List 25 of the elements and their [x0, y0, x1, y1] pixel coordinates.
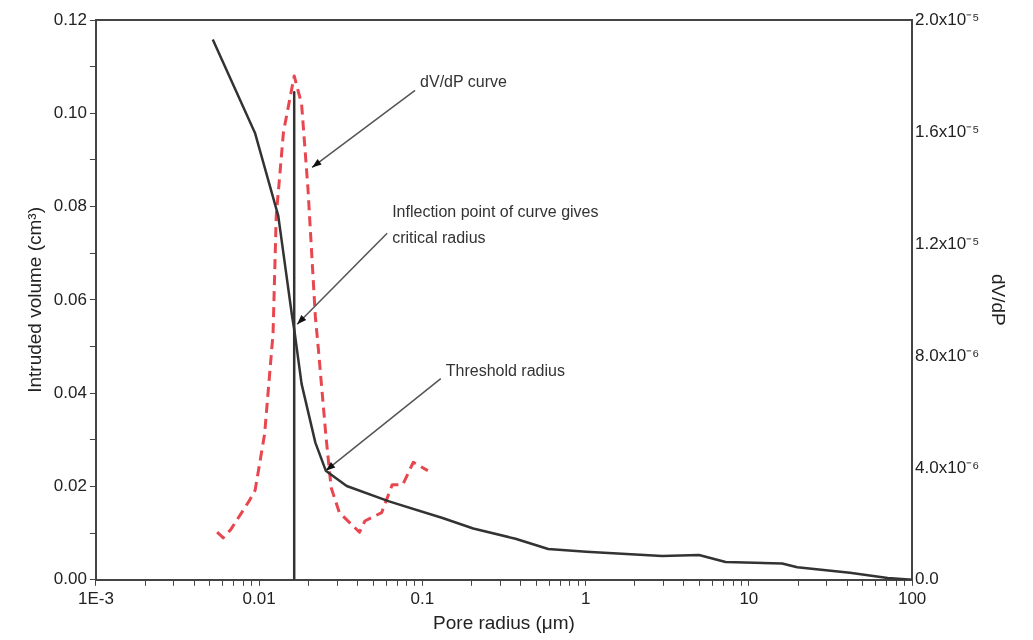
- x-tick-label: 1: [580, 588, 591, 608]
- y2-tick-label: 1.2x10⁻⁵: [915, 233, 980, 253]
- y2-axis-title: dV/dP: [988, 274, 1010, 326]
- y-tick-label: 0.00: [53, 569, 87, 589]
- y2-tick-label: 0.0: [915, 569, 939, 589]
- x-tick-label: 1E-3: [77, 588, 114, 608]
- y2-tick-label: 1.6x10⁻⁵: [915, 121, 980, 141]
- y-tick-label: 0.12: [53, 9, 87, 29]
- x-tick-label: 10: [739, 588, 759, 608]
- annotation: dV/dP curve: [420, 73, 508, 91]
- y2-tick-label: 8.0x10⁻⁶: [915, 345, 980, 365]
- annotation: Inflection point of curve gives critical radius: [392, 203, 599, 247]
- y-tick-label: 0.10: [53, 102, 87, 122]
- y2-tick-label: 2.0x10⁻⁵: [915, 9, 980, 29]
- x-tick-label: 0.01: [242, 588, 276, 608]
- y-tick-label: 0.04: [53, 382, 87, 402]
- x-tick-label: 0.1: [410, 588, 435, 608]
- y-tick-label: 0.02: [53, 476, 87, 496]
- y2-tick-label: 4.0x10⁻⁶: [915, 457, 980, 477]
- y-tick-label: 0.08: [53, 196, 87, 216]
- y-axis-title: Intruded volume (cm³): [23, 206, 45, 393]
- x-tick-label: 100: [897, 588, 927, 608]
- x-axis-title: Pore radius (μm): [433, 611, 575, 633]
- y-tick-label: 0.06: [53, 289, 87, 309]
- annotation: Threshold radius: [445, 361, 565, 379]
